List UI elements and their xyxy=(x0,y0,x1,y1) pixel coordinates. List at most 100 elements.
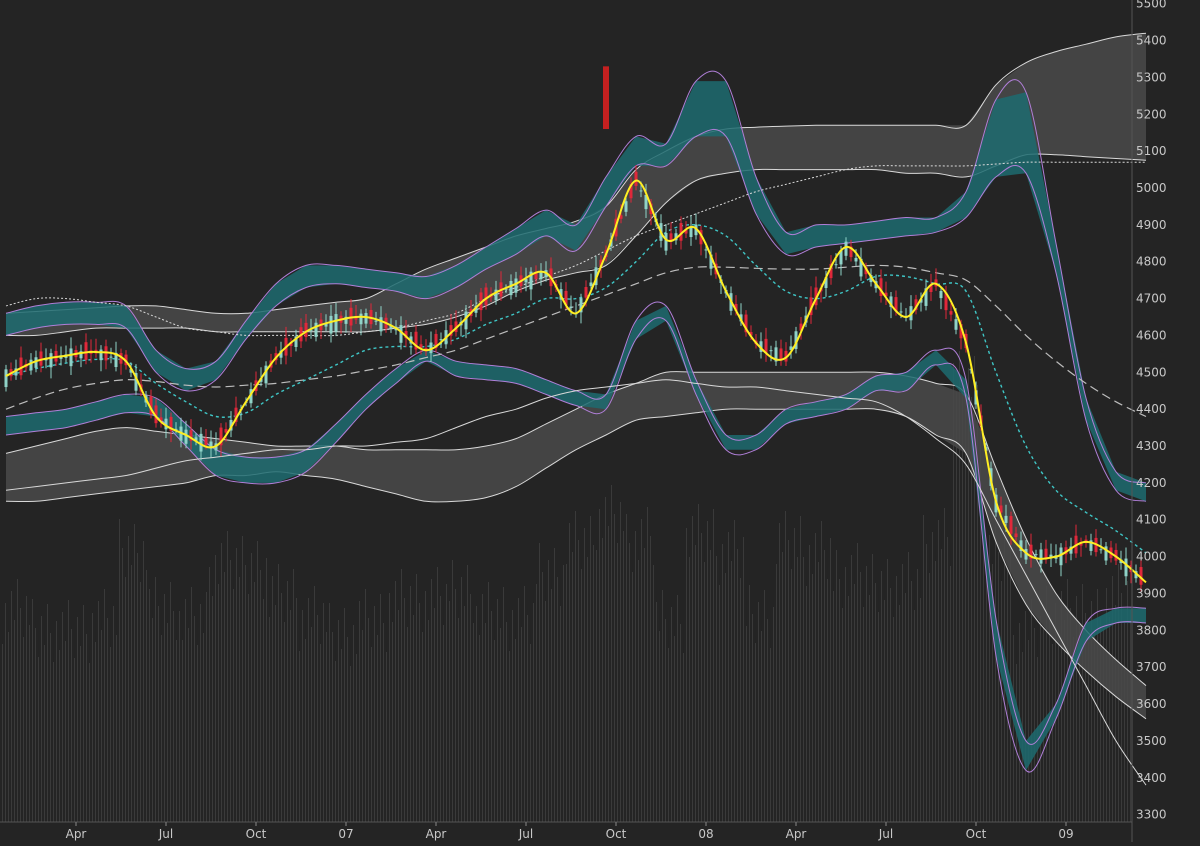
volume-bar xyxy=(158,606,159,822)
candle-body xyxy=(1044,548,1048,560)
volume-bar xyxy=(38,657,39,822)
teal-upper-band-inner-edge xyxy=(5,128,1147,502)
volume-bar xyxy=(392,622,393,822)
volume-bar xyxy=(344,608,345,822)
x-tick-label: Apr xyxy=(426,827,447,841)
candle-body xyxy=(149,396,153,414)
candle-body xyxy=(19,357,23,376)
volume-bar xyxy=(566,564,567,822)
candle-body xyxy=(404,331,408,339)
volume-bar xyxy=(533,603,534,822)
volume-bar xyxy=(923,515,924,822)
candle-body xyxy=(184,429,188,444)
candle-body xyxy=(134,373,138,391)
volume-bar xyxy=(674,636,675,822)
candle-body xyxy=(534,272,538,280)
volume-bar xyxy=(737,549,738,822)
volume-bar xyxy=(455,589,456,822)
volume-bar xyxy=(629,543,630,822)
candle-body xyxy=(864,267,868,275)
volume-bar xyxy=(251,553,252,822)
candle-body xyxy=(794,331,798,349)
candle-body xyxy=(204,437,208,445)
volume-bar xyxy=(290,610,291,822)
candle-body xyxy=(884,292,888,297)
volume-bar xyxy=(524,586,525,822)
candle-body xyxy=(324,323,328,327)
volume-bar xyxy=(212,596,213,822)
candle-body xyxy=(924,288,928,306)
candle-body xyxy=(4,369,8,388)
candle-body xyxy=(129,369,133,373)
candle-body xyxy=(44,359,48,361)
candle-body xyxy=(79,351,83,359)
volume-bar xyxy=(581,569,582,822)
volume-bar xyxy=(137,553,138,822)
candle-body xyxy=(224,429,228,433)
volume-bar xyxy=(1052,644,1053,822)
volume-bar xyxy=(542,572,543,822)
volume-bar xyxy=(896,576,897,822)
volume-bar xyxy=(134,524,135,822)
volume-bar xyxy=(293,569,294,822)
volume-bar xyxy=(572,552,573,822)
volume-bar xyxy=(803,557,804,822)
volume-bar xyxy=(932,532,933,822)
candle-body xyxy=(524,278,528,283)
volume-bar xyxy=(1001,581,1002,822)
volume-bar xyxy=(926,544,927,822)
volume-bar xyxy=(998,552,999,822)
candle-body xyxy=(854,257,858,262)
volume-bar xyxy=(986,576,987,822)
volume-bar xyxy=(800,516,801,822)
volume-bar xyxy=(521,627,522,822)
candle-body xyxy=(164,418,168,430)
candle-body xyxy=(344,316,348,324)
volume-bar xyxy=(722,544,723,822)
candle-body xyxy=(49,353,53,368)
candle-body xyxy=(829,263,833,279)
volume-bar xyxy=(302,610,303,822)
volume-bar xyxy=(602,538,603,822)
candle-body xyxy=(709,254,713,269)
volume-bar xyxy=(1076,596,1077,822)
volume-bar xyxy=(563,565,564,822)
volume-bar xyxy=(707,521,708,822)
candle-body xyxy=(769,350,773,352)
volume-bar xyxy=(326,632,327,822)
volume-bar xyxy=(446,584,447,822)
volume-bar xyxy=(578,540,579,822)
candle-body xyxy=(824,277,828,289)
red-marker-bar xyxy=(603,66,609,130)
volume-bar xyxy=(530,644,531,822)
candle-body xyxy=(954,319,958,330)
candle-body xyxy=(999,505,1003,513)
y-tick-label: 5200 xyxy=(1136,107,1167,121)
volume-bar xyxy=(863,607,864,822)
grey-upper-band-outer-edge xyxy=(5,32,1147,315)
volume-bar xyxy=(623,531,624,822)
volume-bar xyxy=(848,596,849,822)
volume-bar xyxy=(779,523,780,822)
volume-bar xyxy=(407,627,408,822)
volume-bar xyxy=(1016,664,1017,822)
volume-bar xyxy=(653,565,654,822)
volume-bar xyxy=(422,632,423,822)
volume-bar xyxy=(425,591,426,822)
candle-body xyxy=(364,313,368,324)
volume-bar xyxy=(32,599,33,822)
candle-body xyxy=(939,291,943,299)
volume-bar xyxy=(512,610,513,822)
y-tick-label: 4300 xyxy=(1136,439,1167,453)
y-tick-label: 3300 xyxy=(1136,808,1167,822)
candle-body xyxy=(859,258,863,277)
volume-bar xyxy=(1130,610,1131,822)
volume-bar xyxy=(695,545,696,822)
volume-bar xyxy=(494,640,495,822)
volume-bar xyxy=(647,507,648,822)
volume-bar xyxy=(956,392,957,822)
volume-bar xyxy=(179,611,180,822)
volume-bar xyxy=(716,556,717,822)
volume-bar xyxy=(206,592,207,822)
volume-bar xyxy=(44,645,45,822)
